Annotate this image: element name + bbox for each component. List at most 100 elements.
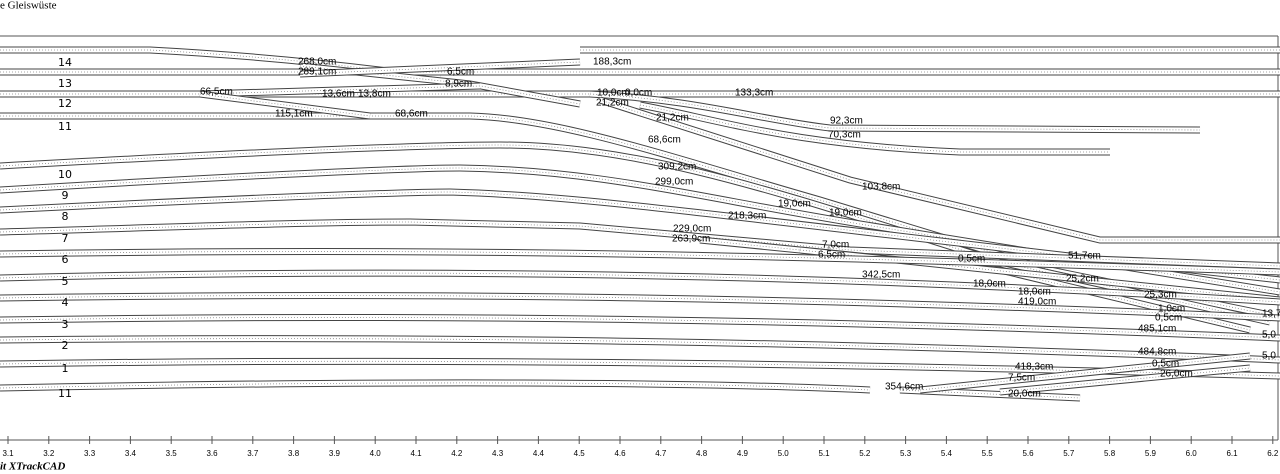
track-bed xyxy=(199,91,371,119)
scale-label: 3.2 xyxy=(43,449,55,458)
length-label: 133,3cm xyxy=(735,88,773,99)
track-bed xyxy=(999,365,1251,395)
length-label: 21,2cm xyxy=(596,98,629,109)
length-label: 7,0cm xyxy=(822,240,849,251)
scale-label: 5.6 xyxy=(1022,449,1034,458)
length-label: 188,3cm xyxy=(593,57,631,68)
track-number: 3 xyxy=(62,318,69,331)
page-footer: it XTrackCAD xyxy=(0,461,65,473)
scale-label: 5.7 xyxy=(1063,449,1075,458)
scale-label: 4.8 xyxy=(696,449,708,458)
track-centre xyxy=(0,49,441,79)
length-label: 5,0 xyxy=(1262,330,1276,341)
length-label: 5,0 xyxy=(1262,351,1276,362)
scale-label: 4.6 xyxy=(614,449,626,458)
length-label: 1,0cm xyxy=(1158,304,1185,315)
length-label: 18,0cm xyxy=(1018,287,1051,298)
length-label: 19,0cm xyxy=(829,208,862,219)
track-number: 6 xyxy=(62,253,69,266)
track-number: 9 xyxy=(62,189,69,202)
scale-label: 4.7 xyxy=(655,449,667,458)
scale-label: 5.0 xyxy=(778,449,790,458)
track-number: 2 xyxy=(62,339,69,352)
track-number: 5 xyxy=(62,275,69,288)
track-number: 11 xyxy=(58,120,72,133)
track-centre xyxy=(0,191,1280,281)
track-bed xyxy=(0,314,1280,341)
scale-label: 3.8 xyxy=(288,449,300,458)
length-label: 485,1cm xyxy=(1138,324,1176,335)
length-label: 309,2cm xyxy=(658,162,696,173)
scale-label: 4.5 xyxy=(574,449,586,458)
scale-label: 4.0 xyxy=(370,449,382,458)
length-label: 20,0cm xyxy=(1008,389,1041,400)
scale-label: 4.4 xyxy=(533,449,545,458)
scale-label: 5.1 xyxy=(818,449,830,458)
scale-label: 3.5 xyxy=(166,449,178,458)
length-label: 70,3cm xyxy=(828,130,861,141)
track-number: 13 xyxy=(58,77,72,90)
scale-label: 6.2 xyxy=(1267,449,1279,458)
length-label: 0,5cm xyxy=(1155,313,1182,324)
scale-label: 3.1 xyxy=(2,449,14,458)
length-label: 13,7 xyxy=(1262,309,1280,320)
track-centre xyxy=(0,144,1271,323)
scale-label: 5.8 xyxy=(1104,449,1116,458)
track-bed xyxy=(199,83,481,97)
length-label: 26,0cm xyxy=(1160,369,1193,380)
length-label: 289,1cm xyxy=(298,67,336,78)
length-label: 68,6cm xyxy=(648,135,681,146)
track-number: 14 xyxy=(58,56,72,69)
track-bed xyxy=(0,336,1280,363)
scale-label: 3.6 xyxy=(206,449,218,458)
track-centre xyxy=(589,93,1201,131)
length-label: 13,6cm xyxy=(322,89,355,100)
length-label: 418,3cm xyxy=(1015,362,1053,373)
page-title: e Gleiswüste xyxy=(0,0,57,12)
scale-label: 4.2 xyxy=(451,449,463,458)
track-number: 7 xyxy=(62,232,69,245)
length-label: 7,5cm xyxy=(1008,373,1035,384)
length-label: 92,3cm xyxy=(830,116,863,127)
length-label: 419,0cm xyxy=(1018,297,1056,308)
track-number: 4 xyxy=(62,296,69,309)
scale-label: 4.1 xyxy=(410,449,422,458)
length-label: 484,8cm xyxy=(1138,347,1176,358)
length-label: 0,5cm xyxy=(958,254,985,265)
track-bed xyxy=(639,102,1110,155)
length-label: 13,8cm xyxy=(358,89,391,100)
tracks xyxy=(0,46,1280,402)
track-bed xyxy=(0,292,1280,321)
scale-label: 5.3 xyxy=(900,449,912,458)
length-label: 6,5cm xyxy=(447,67,474,78)
scale-label: 3.4 xyxy=(125,449,137,458)
track-bed xyxy=(0,380,871,393)
track-centre xyxy=(599,99,1280,241)
length-label: 342,5cm xyxy=(862,270,900,281)
track-bed xyxy=(0,248,1280,275)
scale-label: 4.9 xyxy=(737,449,749,458)
track-number: 12 xyxy=(58,97,72,110)
length-label: 6,5cm xyxy=(818,250,845,261)
length-label: 354,6cm xyxy=(885,382,923,393)
length-label: 18,0cm xyxy=(973,279,1006,290)
length-label: 25,2cm xyxy=(1066,274,1099,285)
scale-label: 3.3 xyxy=(84,449,96,458)
length-label: 66,5cm xyxy=(200,87,233,98)
scale-label: 5.2 xyxy=(859,449,871,458)
track-centre xyxy=(0,360,1280,377)
length-label: 229,0cm xyxy=(673,224,711,235)
length-label: 0,0cm xyxy=(625,88,652,99)
scale-label: 3.7 xyxy=(247,449,259,458)
track-centre xyxy=(799,249,1280,301)
track-centre xyxy=(0,167,1280,293)
scale-label: 5.9 xyxy=(1145,449,1157,458)
track-number: 11 xyxy=(58,387,72,400)
track-centre xyxy=(919,355,1251,391)
track-bed xyxy=(0,270,1280,305)
scale-label: 5.4 xyxy=(941,449,953,458)
scale-label: 5.5 xyxy=(982,449,994,458)
length-label: 8,9cm xyxy=(445,79,472,90)
